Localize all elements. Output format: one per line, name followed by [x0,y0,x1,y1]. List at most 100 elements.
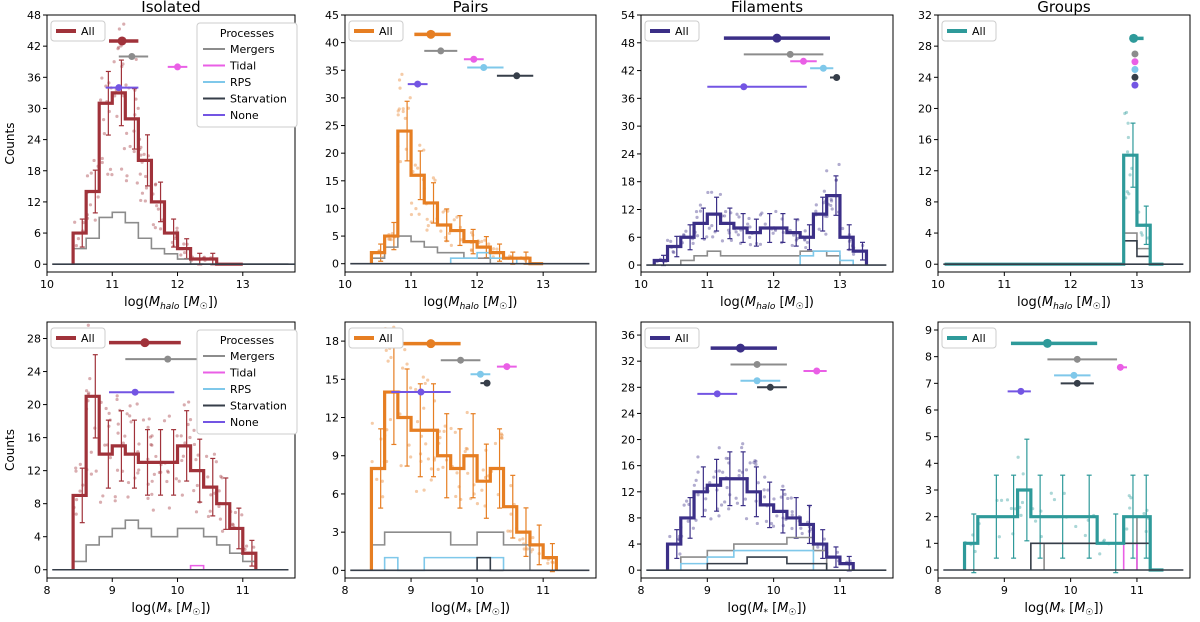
sample-dot [825,169,829,173]
sample-dot [1062,491,1066,495]
sample-dot [470,249,474,253]
legend-all-frame [644,327,700,349]
sample-dot [150,443,154,447]
summary-median-tidal [1131,58,1139,66]
sample-dot [117,27,121,31]
sample-dot [398,159,403,164]
sample-dot [1021,472,1025,476]
sample-dot [153,226,157,230]
sample-dot [779,495,783,499]
sample-dot [783,492,787,496]
sample-dot [154,454,158,459]
legend-processes: Processes Mergers Tidal RPS Starvation None [196,22,298,128]
sample-dot [206,514,211,519]
sample-dot [1125,190,1129,194]
hist-starvation [706,556,828,571]
sample-dot [717,446,721,450]
sample-dot [155,204,159,208]
sample-dot [220,476,224,480]
sample-dot [187,400,191,404]
sample-dot [217,504,221,509]
sample-dot [665,238,670,242]
sample-dot [455,215,459,219]
sample-dot [682,503,686,507]
sample-dot [174,477,178,481]
y-tick-label: 6 [628,231,635,244]
x-axis-label: log(Mhalo [M☉]) [720,295,814,312]
sample-dot [705,235,709,239]
sample-dot [403,116,407,120]
y-tick-label: 8 [34,498,41,511]
x-tick-label: 13 [536,278,550,291]
legend-label-none: None [230,416,259,429]
sample-dot [455,471,459,475]
sample-dot [763,222,767,226]
sample-dot [483,238,487,242]
summary-median-rps [1131,66,1139,74]
y-tick-label: 25 [325,120,339,133]
sample-dot [717,469,721,473]
sample-dot [698,209,703,213]
sample-dot [218,517,223,521]
y-tick-label: 24 [27,134,41,147]
sample-dot [431,176,436,180]
summary-median-rps [819,64,827,72]
sample-dot [84,389,89,393]
sample-dot [734,496,738,500]
summary-median-starvation [513,72,521,80]
chart-panel-bottom-3: 0 4 8 12 16 20 24 28 32 36 8 9 10 11 log(M* [M☉]) All [621,321,894,618]
legend-processes-title: Processes [220,27,274,40]
sample-dot [113,94,117,98]
chart-panel-bottom-2: 0 3 6 9 12 15 18 8 9 10 11 log(M* [M☉]) All [325,321,597,618]
summary-median-rps [480,64,488,72]
y-tick-label: 0 [34,564,41,577]
sample-dot [1098,552,1102,556]
sample-dot [401,109,405,114]
sample-dot [465,410,469,415]
sample-dot [771,524,776,528]
summary-median-starvation [766,383,774,391]
sample-dot [204,454,209,458]
legend-all: All [50,20,106,42]
sample-dot [150,479,154,483]
sample-dot [100,156,104,161]
sample-dot [409,201,414,205]
sample-dot [997,535,1001,539]
sample-dot [96,195,100,199]
y-tick-label: 6 [34,227,41,240]
sample-dot [188,435,192,440]
x-axis-label: log(Mhalo [M☉]) [124,295,218,312]
sample-dot [764,519,769,523]
sample-dot [180,493,184,497]
sample-dot [102,132,106,136]
sample-dot [521,537,525,541]
sample-dot [822,537,826,541]
legend-all-frame [348,20,404,42]
sample-dot [126,495,130,499]
y-tick-label: 45 [325,9,339,22]
summary-median-tidal [813,367,821,375]
sample-dot [695,234,700,238]
y-tick-label: 30 [325,92,339,105]
sample-dot [136,106,140,110]
sample-dot [413,163,417,167]
sample-dot [117,45,121,49]
y-tick-label: 35 [325,64,339,77]
sample-dot [388,417,393,422]
sample-dot [115,114,119,118]
plot-area [646,33,887,267]
summary-median-mergers [1131,50,1139,58]
sample-dot [103,443,107,447]
x-tick-label: 11 [536,584,550,597]
sample-dot [530,548,535,552]
plot-area [52,323,289,571]
sample-dot [181,454,185,458]
summary-median-rps [1070,371,1078,379]
panel-title: Filaments [731,0,803,16]
sample-dot [522,547,526,551]
sample-dot [710,224,714,228]
sample-dot [151,508,155,512]
x-tick-label: 13 [833,278,847,291]
sample-dot [370,421,374,425]
sample-dot [752,461,756,465]
